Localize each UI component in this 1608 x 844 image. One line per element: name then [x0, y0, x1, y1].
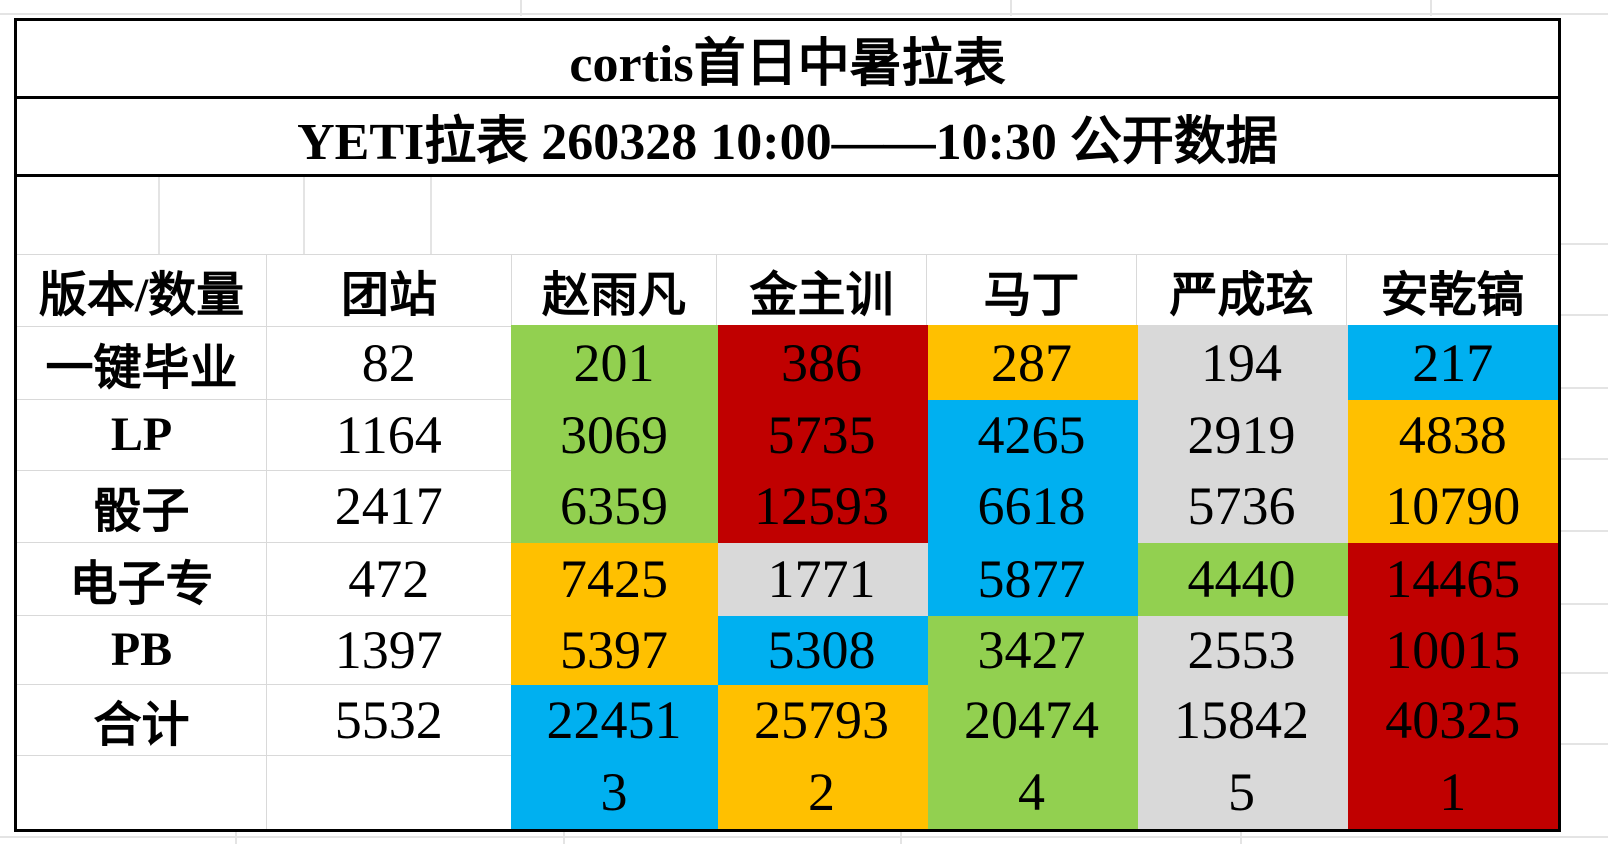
gridline	[1561, 243, 1608, 245]
table-row: 电子专 472 7425 1771 5877 4440 14465	[15, 541, 1561, 616]
row-label[interactable]: 合计	[15, 683, 267, 756]
gridline	[900, 821, 902, 844]
data-cell[interactable]: 2919	[1135, 398, 1348, 471]
data-cell[interactable]: 287	[925, 325, 1138, 400]
table-row: 骰子 2417 6359 12593 6618 5736 10790	[15, 469, 1561, 543]
row-label[interactable]: 骰子	[15, 469, 267, 543]
data-cell[interactable]: 1397	[266, 614, 512, 685]
gridline	[1561, 603, 1608, 605]
data-cell[interactable]: 5532	[266, 683, 512, 756]
rank-cell[interactable]: 2	[715, 754, 928, 831]
data-cell[interactable]: 217	[1345, 325, 1561, 400]
gridline	[235, 821, 237, 844]
data-cell[interactable]: 20474	[925, 683, 1138, 756]
gridline	[0, 836, 1608, 838]
table-row: LP 1164 3069 5735 4265 2919 4838	[15, 398, 1561, 471]
data-cell[interactable]: 10015	[1345, 614, 1561, 685]
rank-cell[interactable]: 4	[925, 754, 1138, 831]
data-cell[interactable]: 386	[715, 325, 928, 400]
gridline	[1430, 0, 1432, 16]
data-cell[interactable]: 472	[266, 541, 512, 616]
data-cell[interactable]: 1164	[266, 398, 512, 471]
data-cell[interactable]: 7425	[510, 541, 718, 616]
gridline	[1561, 672, 1608, 674]
gridline	[1561, 743, 1608, 745]
gridline	[303, 178, 305, 254]
gridline	[1561, 314, 1608, 316]
total-row: 合计 5532 22451 25793 20474 15842 40325	[15, 683, 1561, 756]
gridline	[0, 13, 1608, 15]
row-label[interactable]: PB	[15, 614, 267, 685]
row-label[interactable]: LP	[15, 398, 267, 471]
gridline	[158, 178, 160, 254]
data-cell[interactable]: 4838	[1345, 398, 1561, 471]
column-header[interactable]: 赵雨凡	[511, 254, 717, 327]
data-cell[interactable]: 82	[266, 325, 512, 400]
gridline	[1240, 821, 1242, 844]
data-cell[interactable]: 5308	[715, 614, 928, 685]
data-cell[interactable]: 10790	[1345, 469, 1561, 543]
data-cell[interactable]: 1771	[715, 541, 928, 616]
data-cell[interactable]: 3427	[925, 614, 1138, 685]
column-header[interactable]: 金主训	[716, 254, 927, 327]
data-cell[interactable]: 15842	[1135, 683, 1348, 756]
data-cell[interactable]: 5735	[715, 398, 928, 471]
data-cell[interactable]: 5736	[1135, 469, 1348, 543]
table-row: 一键毕业 82 201 386 287 194 217	[15, 325, 1561, 400]
data-cell[interactable]	[266, 754, 512, 831]
data-cell[interactable]: 4265	[925, 398, 1138, 471]
rank-cell[interactable]: 1	[1345, 754, 1561, 831]
gridline	[1010, 0, 1012, 16]
data-cell[interactable]: 2553	[1135, 614, 1348, 685]
header-row: 版本/数量 团站 赵雨凡 金主训 马丁 严成玹 安乾镐	[15, 254, 1561, 327]
gridline	[520, 0, 522, 16]
column-header[interactable]: 严成玹	[1136, 254, 1347, 327]
data-cell[interactable]: 5397	[510, 614, 718, 685]
rank-cell[interactable]: 3	[510, 754, 718, 831]
gridline	[1561, 530, 1608, 532]
row-label[interactable]	[15, 754, 267, 831]
data-cell[interactable]: 40325	[1345, 683, 1561, 756]
row-label[interactable]: 电子专	[15, 541, 267, 616]
pull-count-table: cortis首日中暑拉表 YETI拉表 260328 10:00——10:30 …	[13, 18, 1562, 832]
data-cell[interactable]: 5877	[925, 541, 1138, 616]
gridline	[430, 178, 432, 254]
rank-cell[interactable]: 5	[1135, 754, 1348, 831]
data-cell[interactable]: 25793	[715, 683, 928, 756]
spacer-row	[14, 174, 1561, 255]
column-header[interactable]: 团站	[266, 254, 512, 327]
gridline	[1561, 387, 1608, 389]
row-label[interactable]: 一键毕业	[15, 325, 267, 400]
rank-row: 3 2 4 5 1	[15, 754, 1561, 831]
data-cell[interactable]: 22451	[510, 683, 718, 756]
column-header[interactable]: 安乾镐	[1345, 254, 1561, 327]
data-cell[interactable]: 12593	[715, 469, 928, 543]
data-cell[interactable]: 3069	[510, 398, 718, 471]
column-header[interactable]: 马丁	[926, 254, 1137, 327]
data-cell[interactable]: 201	[510, 325, 718, 400]
data-cell[interactable]: 194	[1135, 325, 1348, 400]
table-row: PB 1397 5397 5308 3427 2553 10015	[15, 614, 1561, 685]
data-cell[interactable]: 2417	[266, 469, 512, 543]
table-subtitle[interactable]: YETI拉表 260328 10:00——10:30 公开数据	[13, 96, 1562, 177]
data-cell[interactable]: 6359	[510, 469, 718, 543]
gridline	[1561, 458, 1608, 460]
table-title[interactable]: cortis首日中暑拉表	[13, 18, 1562, 99]
data-cell[interactable]: 4440	[1135, 541, 1348, 616]
column-header[interactable]: 版本/数量	[15, 254, 267, 327]
data-cell[interactable]: 6618	[925, 469, 1138, 543]
data-cell[interactable]: 14465	[1345, 541, 1561, 616]
gridline	[563, 821, 565, 844]
